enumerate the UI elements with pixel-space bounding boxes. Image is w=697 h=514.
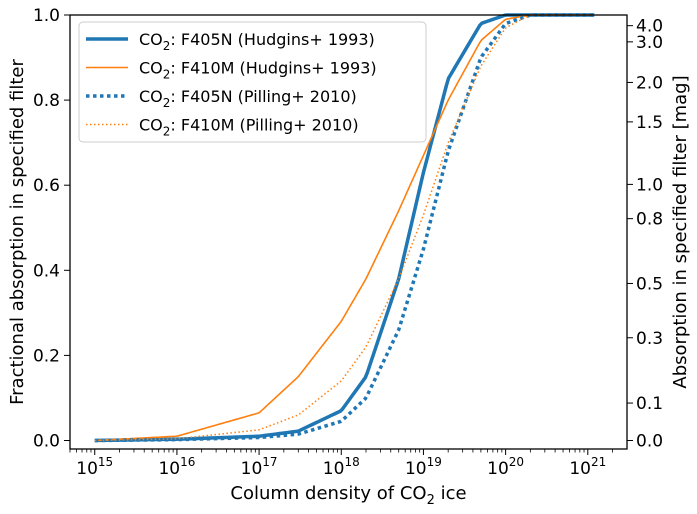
legend-label-subscript: 2 [163,68,171,82]
legend-label-subscript: 2 [163,96,171,110]
x-tick-exponent: 15 [98,455,113,469]
x-tick-base: 10 [405,459,427,479]
y2-tick-label: 0.1 [636,394,663,414]
legend: CO2: F405N (Hudgins+ 1993)CO2: F410M (Hu… [78,21,427,143]
legend-label-suffix: : F410M (Pilling+ 2010) [170,116,358,135]
x-axis-label: Column density of CO2 ice [230,483,466,508]
y-tick-label: 0.8 [33,91,60,111]
x-tick-label: 1015 [76,455,113,479]
x-tick-base: 10 [241,459,263,479]
y-tick-label: 0.6 [33,176,60,196]
legend-label-main: CO [139,59,163,78]
x-tick-label: 1017 [241,455,278,479]
y-tick-label: 1.0 [33,6,60,26]
y-tick-label: 0.4 [33,261,60,281]
x-axis-label-suffix: ice [435,483,467,504]
legend-label-main: CO [139,87,163,106]
x-tick-label: 1021 [569,455,606,479]
y2-tick-label: 4.0 [636,17,663,37]
x-tick-exponent: 21 [591,455,606,469]
series-line-2 [94,14,595,442]
y2-tick-label: 0.5 [636,274,663,294]
x-tick-base: 10 [76,459,98,479]
x-tick-exponent: 16 [180,455,195,469]
x-tick-label: 1018 [323,455,360,479]
x-tick-label: 1020 [487,455,524,479]
y2-tick-label: 0.3 [636,329,663,349]
legend-entry-label: CO2: F410M (Pilling+ 2010) [139,116,359,139]
x-tick-label: 1019 [405,455,442,479]
x-tick-exponent: 19 [427,455,442,469]
legend-label-suffix: : F405N (Hudgins+ 1993) [170,30,374,49]
legend-label-suffix: : F405N (Pilling+ 2010) [170,87,356,106]
x-tick-exponent: 20 [509,455,524,469]
y-axis-label: Fractional absorption in specified filte… [7,59,28,405]
legend-label-suffix: : F410M (Hudgins+ 1993) [170,59,376,78]
y-tick-label: 0.0 [33,431,60,451]
x-tick-base: 10 [487,459,509,479]
y2-tick-label: 0.8 [636,210,663,230]
x-tick-base: 10 [158,459,180,479]
x-axis-label-subscript: 2 [427,493,435,508]
legend-box [78,21,427,143]
legend-label-subscript: 2 [163,125,171,139]
legend-entry-label: CO2: F405N (Hudgins+ 1993) [139,30,375,53]
legend-label-subscript: 2 [163,39,171,53]
x-tick-exponent: 17 [262,455,277,469]
x-tick-exponent: 18 [344,455,359,469]
x-tick-base: 10 [323,459,345,479]
y2-tick-label: 0.0 [636,431,663,451]
axes-layer: 1015 1016 1017 1018 1019 1020 10210.00.20.40.6… [33,6,663,479]
legend-entry-label: CO2: F410M (Hudgins+ 1993) [139,59,377,82]
y-tick-label: 0.2 [33,346,60,366]
y2-tick-label: 2.0 [636,73,663,93]
x-axis-label-main: Column density of CO [230,483,426,504]
x-tick-label: 1016 [158,455,195,479]
legend-entry-label: CO2: F405N (Pilling+ 2010) [139,87,357,110]
y2-tick-label: 1.5 [636,113,663,133]
plot-frame [69,14,628,450]
y2-axis-label: Absorption in specified filter [mag] [670,75,691,388]
y2-tick-label: 1.0 [636,175,663,195]
x-tick-base: 10 [569,459,591,479]
legend-label-main: CO [139,116,163,135]
y2-tick-label: 3.0 [636,33,663,53]
series-line-3 [94,13,595,443]
legend-label-main: CO [139,30,163,49]
